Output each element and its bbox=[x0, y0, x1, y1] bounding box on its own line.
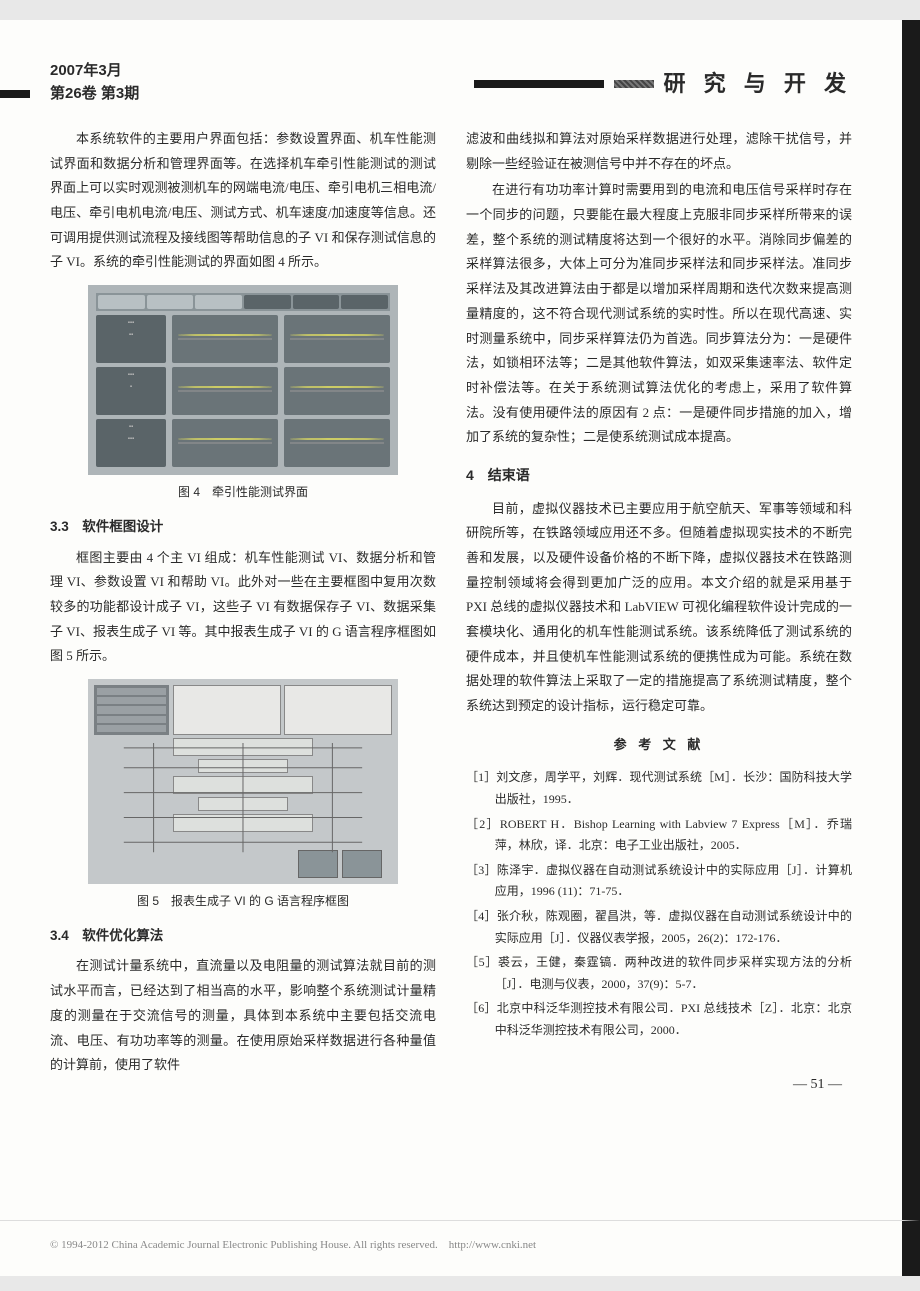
figure-5-image bbox=[88, 679, 398, 884]
left-column: 本系统软件的主要用户界面包括：参数设置界面、机车性能测试界面和数据分析和管理界面… bbox=[50, 127, 436, 1098]
page-footer: © 1994-2012 China Academic Journal Elect… bbox=[0, 1220, 920, 1276]
page-header: 2007年3月 第26卷 第3期 研 究 与 开 发 bbox=[50, 60, 852, 105]
journal-page: 2007年3月 第26卷 第3期 研 究 与 开 发 本系统软件的主要用户界面包… bbox=[0, 20, 920, 1220]
paragraph: 在测试计量系统中，直流量以及电阻量的测试算法就目前的测试水平而言，已经达到了相当… bbox=[50, 954, 436, 1077]
section-3-3-heading: 3.3 软件框图设计 bbox=[50, 514, 436, 540]
block-diagram-canvas bbox=[94, 738, 392, 847]
reference-item: ［4］张介秋，陈观圈，翟昌洪，等．虚拟仪器在自动测试系统设计中的实际应用［J］．… bbox=[466, 906, 852, 949]
copyright-text: © 1994-2012 China Academic Journal Elect… bbox=[50, 1239, 438, 1251]
reference-item: ［2］ROBERT H．Bishop Learning with Labview… bbox=[466, 814, 852, 857]
ui-chart-panel bbox=[172, 419, 278, 467]
block-diagram-terminal bbox=[342, 850, 382, 878]
reference-item: ［5］裘云，王健，秦霆镐．两种改进的软件同步采样实现方法的分析［J］．电测与仪表… bbox=[466, 952, 852, 995]
ui-chart-panel bbox=[172, 367, 278, 415]
ui-chart-panel bbox=[284, 419, 390, 467]
block-diagram-node bbox=[173, 685, 281, 735]
decorative-bar-left bbox=[0, 90, 30, 98]
ui-side-panel: ▪▪▪▪ bbox=[96, 367, 166, 415]
ui-chart-panel bbox=[284, 315, 390, 363]
paragraph: 本系统软件的主要用户界面包括：参数设置界面、机车性能测试界面和数据分析和管理界面… bbox=[50, 127, 436, 275]
paragraph: 在进行有功功率计算时需要用到的电流和电压信号采样时存在一个同步的问题，只要能在最… bbox=[466, 178, 852, 450]
references-heading: 参 考 文 献 bbox=[466, 733, 852, 758]
block-diagram-palette bbox=[94, 685, 169, 735]
category-title: 研 究 与 开 发 bbox=[664, 63, 852, 105]
paragraph: 滤波和曲线拟和算法对原始采样数据进行处理，滤除干扰信号，并剔除一些经验证在被测信… bbox=[466, 127, 852, 176]
issue-info: 2007年3月 第26卷 第3期 bbox=[50, 60, 139, 105]
figure-4: ▪▪▪▪▪ ▪▪▪▪ ▪▪▪▪▪ 图 4 牵引性能测 bbox=[50, 285, 436, 504]
page-number: — 51 — bbox=[466, 1072, 852, 1099]
category-block: 研 究 与 开 发 bbox=[474, 63, 852, 105]
date-line: 2007年3月 bbox=[50, 60, 139, 83]
ui-chart-panel bbox=[284, 367, 390, 415]
block-diagram-node bbox=[284, 685, 392, 735]
decorative-bar bbox=[474, 80, 604, 88]
reference-item: ［6］北京中科泛华测控技术有限公司．PXI 总线技术［Z］．北京：北京中科泛华测… bbox=[466, 998, 852, 1041]
ui-side-panel: ▪▪▪▪▪ bbox=[96, 315, 166, 363]
section-3-4-heading: 3.4 软件优化算法 bbox=[50, 923, 436, 949]
paragraph: 目前，虚拟仪器技术已主要应用于航空航天、军事等领域和科研院所等，在铁路领域应用还… bbox=[466, 497, 852, 719]
cnki-link[interactable]: http://www.cnki.net bbox=[449, 1239, 536, 1251]
block-diagram-terminal bbox=[298, 850, 338, 878]
paragraph: 框图主要由 4 个主 VI 组成：机车性能测试 VI、数据分析和管理 VI、参数… bbox=[50, 546, 436, 669]
two-column-layout: 本系统软件的主要用户界面包括：参数设置界面、机车性能测试界面和数据分析和管理界面… bbox=[50, 127, 852, 1098]
reference-item: ［1］刘文彦，周学平，刘辉．现代测试系统［M］．长沙：国防科技大学出版社，199… bbox=[466, 767, 852, 810]
figure-5: 图 5 报表生成子 VI 的 G 语言程序框图 bbox=[50, 679, 436, 913]
figure-4-image: ▪▪▪▪▪ ▪▪▪▪ ▪▪▪▪▪ bbox=[88, 285, 398, 475]
figure-4-caption: 图 4 牵引性能测试界面 bbox=[50, 481, 436, 504]
right-column: 滤波和曲线拟和算法对原始采样数据进行处理，滤除干扰信号，并剔除一些经验证在被测信… bbox=[466, 127, 852, 1098]
figure-5-caption: 图 5 报表生成子 VI 的 G 语言程序框图 bbox=[50, 890, 436, 913]
reference-item: ［3］陈泽宇．虚拟仪器在自动测试系统设计中的实际应用［J］．计算机应用，1996… bbox=[466, 860, 852, 903]
ui-side-panel: ▪▪▪▪▪ bbox=[96, 419, 166, 467]
ui-chart-panel bbox=[172, 315, 278, 363]
ui-toolbar bbox=[96, 293, 390, 311]
section-4-heading: 4 结束语 bbox=[466, 462, 852, 489]
issue-line: 第26卷 第3期 bbox=[50, 83, 139, 106]
decorative-bar-dotted bbox=[614, 80, 654, 88]
